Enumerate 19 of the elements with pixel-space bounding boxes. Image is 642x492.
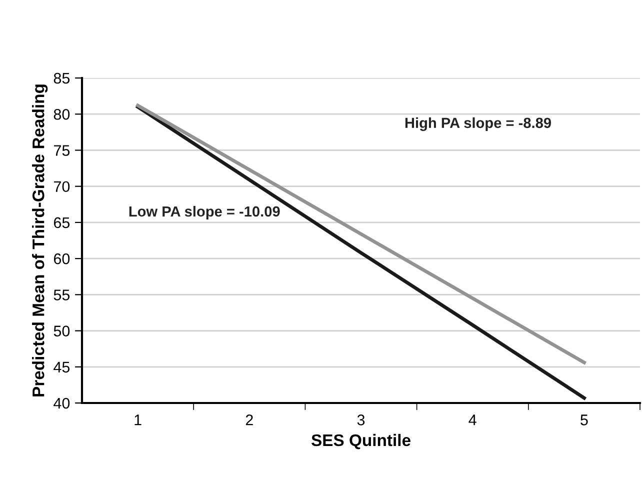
y-tick-label: 45: [54, 362, 70, 373]
y-tick-label: 55: [54, 290, 70, 300]
y-tick-label: 70: [54, 181, 70, 192]
annotation: High PA slope = -8.89: [405, 117, 552, 132]
x-tick-label: 2: [246, 414, 253, 426]
y-tick-label: 80: [54, 108, 70, 120]
y-axis-title: Predicted Mean of Third-Grade Reading: [32, 84, 48, 396]
y-tick-label: 60: [54, 253, 70, 264]
x-tick-label: 4: [468, 414, 476, 426]
y-tick-label: 40: [54, 398, 70, 409]
y-tick-label: 85: [54, 72, 70, 84]
annotation: Low PA slope = -10.09: [129, 206, 280, 220]
x-tick-label: 5: [580, 414, 588, 426]
y-tick-label: 50: [54, 326, 70, 336]
x-axis-title: SES Quintile: [311, 434, 410, 450]
x-tick-label: 3: [357, 414, 365, 426]
x-tick-label: 1: [134, 414, 142, 426]
y-tick-label: 65: [54, 217, 70, 228]
y-tick-label: 75: [54, 145, 70, 156]
